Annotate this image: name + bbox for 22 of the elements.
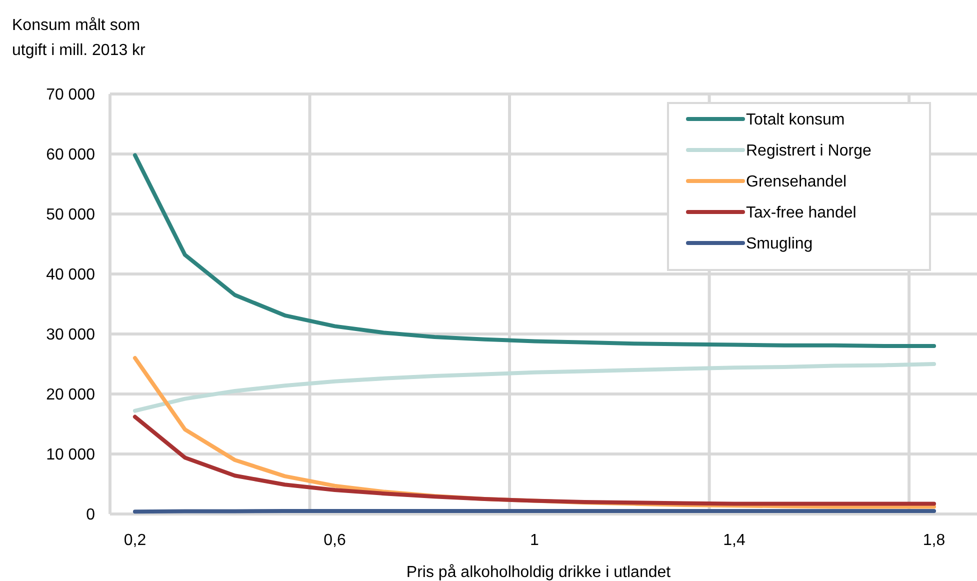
y-tick-label: 50 000 (46, 206, 96, 224)
x-tick-label: 1,8 (922, 532, 946, 549)
line-series (132, 362, 936, 413)
line-series (132, 414, 936, 506)
x-tick-label: 1,4 (723, 532, 746, 549)
x-axis-title: Pris på alkoholholdig drikke i utlandet (406, 564, 672, 581)
legend-label: Tax-free handel (746, 204, 856, 222)
y-tick-label: 30 000 (46, 326, 96, 344)
y-tick-label: 0 (86, 506, 96, 524)
y-tick-label: 60 000 (46, 146, 96, 164)
x-tick-label: 0,2 (124, 532, 146, 549)
legend-label: Smugling (746, 236, 813, 253)
y-axis-title: Konsum målt som utgift i mill. 2013 kr (12, 17, 146, 59)
legend-label: Grensehandel (746, 174, 847, 191)
x-tick-label: 1 (530, 532, 540, 549)
legend-label: Totalt konsum (746, 112, 845, 129)
y-tick-label: 20 000 (46, 386, 96, 404)
x-tick-label: 0,6 (324, 532, 346, 549)
y-tick-label: 10 000 (46, 446, 96, 464)
y-tick-label: 40 000 (46, 266, 96, 284)
y-tick-label: 70 000 (46, 86, 96, 104)
legend-label: Registrert i Norge (746, 142, 872, 160)
